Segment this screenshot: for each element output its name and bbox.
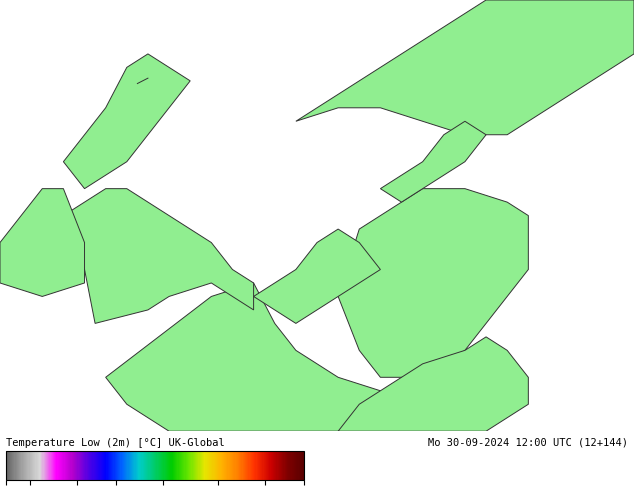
Polygon shape <box>106 283 380 431</box>
Text: Mo 30-09-2024 12:00 UTC (12+144): Mo 30-09-2024 12:00 UTC (12+144) <box>428 438 628 448</box>
Polygon shape <box>380 121 486 202</box>
Polygon shape <box>338 189 528 377</box>
Polygon shape <box>0 189 84 296</box>
Polygon shape <box>63 189 254 323</box>
Polygon shape <box>338 337 528 431</box>
Polygon shape <box>254 229 380 323</box>
Polygon shape <box>63 54 190 189</box>
Text: Temperature Low (2m) [°C] UK-Global: Temperature Low (2m) [°C] UK-Global <box>6 438 225 448</box>
Polygon shape <box>296 0 634 135</box>
